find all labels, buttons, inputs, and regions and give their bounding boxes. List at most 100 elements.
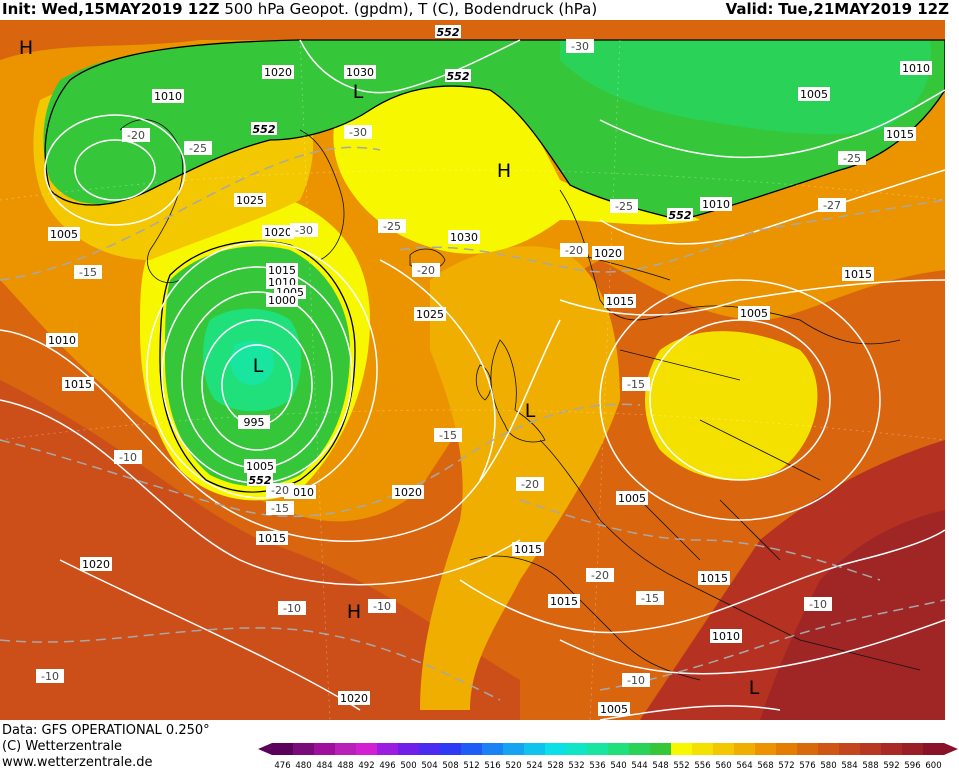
scale-tick-label: 516 — [484, 761, 500, 770]
color-scale-bars — [258, 743, 958, 755]
isobar-value: 1025 — [416, 308, 444, 321]
isobar-value: 1020 — [264, 226, 292, 239]
isobar-label: 1015 — [604, 294, 636, 308]
scale-tick-label: 572 — [778, 761, 794, 770]
isobar-value: 995 — [244, 416, 265, 429]
isobar-label: 1000 — [266, 293, 298, 307]
temperature-value: -15 — [271, 502, 289, 515]
geopotential-value: 552 — [669, 209, 692, 222]
isobar-label: 1020 — [592, 246, 624, 260]
scale-tick-label: 488 — [337, 761, 353, 770]
isobar-label: 1005 — [738, 306, 770, 320]
isobar-label: 1025 — [414, 307, 446, 321]
temperature-labels: -20 -25 -30 -30 -20 -25 -20 -25 -30 -25 -27 -15 -15 -… — [36, 39, 866, 687]
isobar-label: 1005 — [244, 459, 276, 473]
isobar-value: 1010 — [902, 62, 930, 75]
isobar-value: 1005 — [600, 703, 628, 716]
scale-swatch — [482, 743, 504, 755]
temperature-value: -15 — [641, 592, 659, 605]
isobar-value: 1015 — [606, 295, 634, 308]
yellow-zone-central — [333, 80, 700, 254]
color-scale-legend: 476 480 484 488 492 496 500 504 508 512 516 520 524 5… — [258, 743, 958, 770]
temperature-value: -27 — [823, 199, 841, 212]
cold-pool-low-center — [230, 340, 275, 386]
temperature-label: -20 — [586, 568, 614, 582]
high-pressure-center: H — [19, 37, 33, 59]
scale-tick-label: 500 — [400, 761, 416, 770]
isobar-label: 1020 — [262, 225, 294, 239]
isobar-label: 1020 — [392, 485, 424, 499]
temperature-label: -15 — [434, 428, 462, 442]
isobar-label: 1015 — [266, 263, 298, 277]
temperature-label: -10 — [368, 599, 396, 613]
isobar-label: 1015 — [512, 542, 544, 556]
temperature-value: -10 — [41, 670, 59, 683]
temperature-label: -20 — [412, 263, 440, 277]
temperature-label: -15 — [74, 265, 102, 279]
temperature-label: -25 — [378, 219, 406, 233]
isobar-label: 1015 — [62, 377, 94, 391]
isobar-value: 1015 — [844, 268, 872, 281]
temperature-label: -20 — [266, 483, 294, 497]
isobar-label: 1015 — [842, 267, 874, 281]
temperature-value: -20 — [127, 129, 145, 142]
scale-swatch — [671, 743, 693, 755]
temperature-label: -30 — [566, 39, 594, 53]
scale-swatch — [293, 743, 315, 755]
isobar-value: 1025 — [236, 194, 264, 207]
graticule — [0, 39, 945, 720]
isobar-value: 1015 — [514, 543, 542, 556]
scale-swatch — [734, 743, 756, 755]
chart-header: Init: Wed,15MAY2019 12Z 500 hPa Geopot. … — [0, 0, 959, 20]
scale-tick-label: 568 — [757, 761, 773, 770]
isobar-value: 1015 — [64, 378, 92, 391]
isobar-value: 1005 — [800, 88, 828, 101]
temperature-value: -10 — [627, 674, 645, 687]
temperature-label: -15 — [636, 591, 664, 605]
scale-tick-label: 548 — [652, 761, 668, 770]
scale-swatch — [692, 743, 714, 755]
website-link[interactable]: www.wetterzentrale.de — [2, 755, 153, 770]
temperature-value: -25 — [615, 200, 633, 213]
scale-tick-label: 504 — [421, 761, 437, 770]
temperature-value: -20 — [591, 569, 609, 582]
isobar-value: 1010 — [702, 198, 730, 211]
scale-tick-label: 588 — [862, 761, 878, 770]
temperature-value: -30 — [349, 126, 367, 139]
scale-swatch — [461, 743, 483, 755]
isobar-label: 1020 — [338, 691, 370, 705]
isobar-value: 1020 — [264, 66, 292, 79]
scale-swatch — [503, 743, 525, 755]
warm-region-south — [0, 380, 520, 720]
temperature-label: -25 — [838, 151, 866, 165]
temperature-label: -15 — [622, 377, 650, 391]
scale-tick-label: 528 — [547, 761, 563, 770]
geopotential-label: 552 — [445, 69, 471, 83]
scale-tick-label: 480 — [295, 761, 311, 770]
scale-tick-label: 584 — [841, 761, 857, 770]
isobar-value: 1005 — [50, 228, 78, 241]
copyright-text: (C) Wetterzentrale — [2, 739, 123, 754]
scale-swatch — [545, 743, 567, 755]
low-pressure-center: L — [353, 81, 364, 103]
temperature-value: -25 — [843, 152, 861, 165]
valid-date: Tue,21MAY2019 12Z — [778, 0, 949, 18]
isobar-value: 1005 — [740, 307, 768, 320]
temperature-label: -25 — [184, 141, 212, 155]
init-date: Wed,15MAY2019 12Z — [41, 0, 220, 18]
scale-tick-label: 576 — [799, 761, 815, 770]
scale-tick-label: 560 — [715, 761, 731, 770]
temperature-label: -20 — [560, 243, 588, 257]
scale-tick-label: 552 — [673, 761, 689, 770]
scale-swatch — [923, 743, 945, 755]
scale-swatch — [755, 743, 777, 755]
temperature-value: -25 — [383, 220, 401, 233]
scale-swatch — [587, 743, 609, 755]
geopotential-label: 552 — [247, 473, 273, 487]
geopotential-label: 552 — [251, 122, 277, 136]
geopotential-value: 552 — [253, 123, 276, 136]
isobar-label: 1005 — [616, 491, 648, 505]
cold-pool-north-core — [560, 40, 931, 135]
header-right: Valid: Tue,21MAY2019 12Z — [726, 0, 949, 18]
isobar-label: 1005 — [598, 702, 630, 716]
